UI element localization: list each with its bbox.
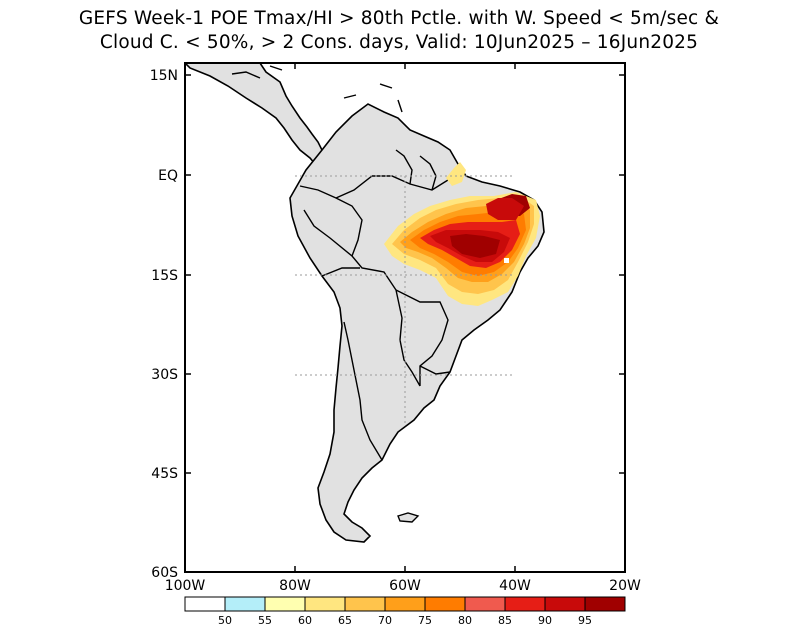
south-america-land — [289, 103, 545, 543]
lon-label-40w: 40W — [499, 578, 531, 594]
colorbar-swatch — [304, 596, 346, 612]
central-america-land — [185, 63, 326, 170]
colorbar-label: 55 — [258, 614, 272, 627]
colorbar-swatch — [464, 596, 506, 612]
colorbar-label: 95 — [578, 614, 592, 627]
colorbar-label: 70 — [378, 614, 392, 627]
map-title-line-2: Cloud C. < 50%, > 2 Cons. days, Valid: 1… — [99, 32, 699, 53]
map-title-line-1: GEFS Week-1 POE Tmax/HI > 80th Pctle. wi… — [78, 8, 720, 29]
colorbar: 50 55 60 65 70 75 80 85 90 95 — [184, 596, 626, 627]
colorbar-swatch — [504, 596, 546, 612]
colorbar-label: 50 — [218, 614, 232, 627]
colorbar-swatch — [424, 596, 466, 612]
lon-label-100w: 100W — [165, 578, 206, 594]
axis-ticks — [185, 63, 625, 572]
colorbar-label: 60 — [298, 614, 312, 627]
longitude-labels: 100W 80W 60W 40W 20W — [165, 578, 641, 594]
gridlines — [295, 175, 515, 425]
lat-label-30s: 30S — [151, 367, 178, 383]
colorbar-label: 85 — [498, 614, 512, 627]
colorbar-label: 80 — [458, 614, 472, 627]
lat-label-15s: 15S — [151, 268, 178, 284]
colorbar-label: 90 — [538, 614, 552, 627]
colorbar-label: 65 — [338, 614, 352, 627]
lat-label-45s: 45S — [151, 466, 178, 482]
lat-label-60s: 60S — [151, 565, 178, 581]
caribbean-islands — [231, 65, 403, 113]
falkland-islands — [397, 512, 420, 523]
lat-label-eq: EQ — [158, 168, 178, 184]
lon-label-20w: 20W — [609, 578, 641, 594]
latitude-labels: 15N EQ 15S 30S 45S 60S — [150, 68, 178, 581]
lat-label-15n: 15N — [150, 68, 178, 84]
colorbar-swatch — [344, 596, 386, 612]
colorbar-swatch — [384, 596, 426, 612]
colorbar-swatch — [264, 596, 306, 612]
anomaly-field — [384, 162, 540, 306]
lon-label-60w: 60W — [389, 578, 421, 594]
lon-label-80w: 80W — [279, 578, 311, 594]
colorbar-swatch — [584, 596, 626, 612]
map-area — [185, 63, 545, 543]
colorbar-swatch — [184, 596, 226, 612]
colorbar-swatch — [544, 596, 586, 612]
colorbar-label: 75 — [418, 614, 432, 627]
colorbar-swatch — [224, 596, 266, 612]
